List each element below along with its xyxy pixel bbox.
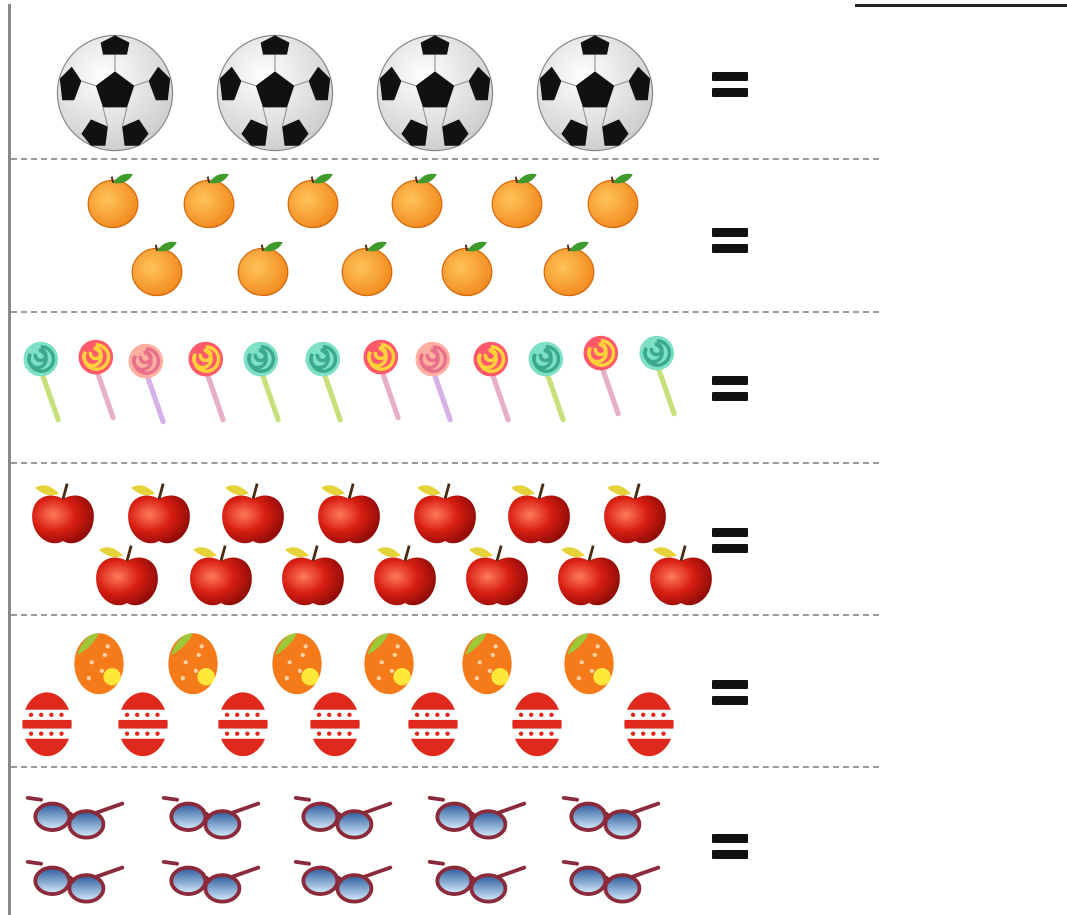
orange-icon xyxy=(436,236,498,298)
apple-icon xyxy=(124,478,194,548)
easter-egg-icon xyxy=(18,688,76,758)
worksheet-top-border xyxy=(855,4,1067,7)
orange-icon xyxy=(82,168,144,230)
equals-sign-sunglasses xyxy=(712,832,748,862)
sunglasses-icon xyxy=(426,856,530,913)
sunglasses-icon xyxy=(160,856,264,913)
equals-sign-oranges xyxy=(712,226,748,256)
equals-sign-easter-eggs xyxy=(712,678,748,708)
easter-egg-icon xyxy=(508,688,566,758)
orange-icon xyxy=(232,236,294,298)
apple-icon xyxy=(370,540,440,610)
apple-icon xyxy=(646,540,716,610)
orange-icon xyxy=(336,236,398,298)
easter-egg-icon xyxy=(214,688,272,758)
easter-egg-icon xyxy=(360,626,418,696)
easter-egg-icon xyxy=(404,688,462,758)
soccer-ball-icon xyxy=(375,33,495,153)
soccer-ball-icon xyxy=(535,33,655,153)
lollipop-icon xyxy=(125,342,177,425)
orange-icon xyxy=(126,236,188,298)
lollipop-icon xyxy=(185,340,237,423)
soccer-ball-icon xyxy=(215,33,335,153)
apple-icon xyxy=(218,478,288,548)
apple-icon xyxy=(278,540,348,610)
easter-egg-icon xyxy=(268,626,326,696)
apple-icon xyxy=(462,540,532,610)
apple-icon xyxy=(314,478,384,548)
apple-icon xyxy=(186,540,256,610)
apple-icon xyxy=(28,478,98,548)
equals-sign-lollipops xyxy=(712,374,748,404)
easter-egg-icon xyxy=(560,626,618,696)
orange-icon xyxy=(386,168,448,230)
sunglasses-icon xyxy=(292,792,396,849)
worksheet-left-border xyxy=(8,4,11,915)
equals-sign-apples xyxy=(712,526,748,556)
lollipop-icon xyxy=(360,338,412,421)
sunglasses-icon xyxy=(24,856,128,913)
easter-egg-icon xyxy=(458,626,516,696)
easter-egg-icon xyxy=(306,688,364,758)
easter-egg-icon xyxy=(164,626,222,696)
row-divider xyxy=(11,311,879,313)
lollipop-icon xyxy=(412,340,464,423)
apple-icon xyxy=(92,540,162,610)
lollipop-icon xyxy=(75,338,127,421)
row-divider xyxy=(11,158,879,160)
lollipop-icon xyxy=(240,340,292,423)
lollipop-icon xyxy=(302,340,354,423)
lollipop-icon xyxy=(20,340,72,423)
apple-icon xyxy=(504,478,574,548)
sunglasses-icon xyxy=(160,792,264,849)
easter-egg-icon xyxy=(70,626,128,696)
sunglasses-icon xyxy=(24,792,128,849)
lollipop-icon xyxy=(525,340,577,423)
orange-icon xyxy=(538,236,600,298)
lollipop-icon xyxy=(636,334,688,417)
easter-egg-icon xyxy=(620,688,678,758)
sunglasses-icon xyxy=(426,792,530,849)
orange-icon xyxy=(486,168,548,230)
orange-icon xyxy=(282,168,344,230)
soccer-ball-icon xyxy=(55,33,175,153)
apple-icon xyxy=(554,540,624,610)
lollipop-icon xyxy=(470,340,522,423)
orange-icon xyxy=(582,168,644,230)
orange-icon xyxy=(178,168,240,230)
equals-sign-soccer-balls xyxy=(712,70,748,100)
lollipop-icon xyxy=(580,334,632,417)
row-divider xyxy=(11,766,879,768)
apple-icon xyxy=(410,478,480,548)
apple-icon xyxy=(600,478,670,548)
easter-egg-icon xyxy=(114,688,172,758)
row-divider xyxy=(11,614,879,616)
row-divider xyxy=(11,462,879,464)
sunglasses-icon xyxy=(560,792,664,849)
sunglasses-icon xyxy=(560,856,664,913)
sunglasses-icon xyxy=(292,856,396,913)
